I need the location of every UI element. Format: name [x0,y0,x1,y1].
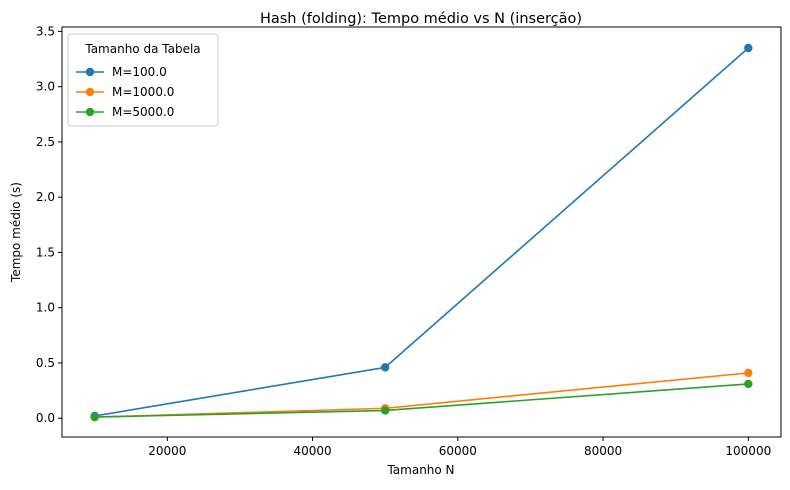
y-tick-label: 0.5 [36,356,55,370]
series-line-3 [94,383,749,418]
y-tick-label: 2.5 [36,135,55,149]
data-point [90,412,99,422]
legend-marker [85,87,95,97]
x-axis-label: Tamanho N [386,463,454,477]
legend-title: Tamanho da Tabela [84,42,200,56]
y-axis: 0.0 0.5 1.0 1.5 2.0 2.5 3.0 3.5 [36,24,62,425]
x-axis: 20000 40000 60000 80000 100000 [148,437,771,458]
y-tick-label: 3.0 [36,80,55,94]
y-tick-label: 1.5 [36,245,55,259]
legend-label: M=100.0 [112,65,167,79]
axes-frame [61,26,782,438]
x-tick-label: 20000 [148,444,186,458]
x-tick-label: 60000 [439,444,477,458]
data-point [744,43,753,53]
y-tick-label: 2.0 [36,190,55,204]
legend-box [67,33,219,127]
y-axis-label: Tempo médio (s) [9,182,23,283]
plot-area [90,43,753,422]
y-tick-label: 3.5 [36,24,55,38]
data-point [380,363,390,372]
x-tick-label: 100000 [725,444,771,458]
legend-label: M=5000.0 [112,105,174,119]
data-point [744,379,753,389]
data-point [380,406,390,415]
legend-marker [85,67,95,77]
legend-label: M=1000.0 [112,85,174,99]
y-tick-label: 0.0 [36,411,55,425]
y-tick-label: 1.0 [36,301,55,315]
chart-title: Hash (folding): Tempo médio vs N (inserç… [260,11,582,27]
legend-marker [85,107,95,117]
data-point [744,368,753,378]
legend: Tamanho da Tabela M=100.0 M=1000.0 M=5000.… [67,33,219,127]
x-tick-label: 40000 [293,444,331,458]
series-line-2 [94,372,749,418]
x-tick-label: 80000 [584,444,622,458]
